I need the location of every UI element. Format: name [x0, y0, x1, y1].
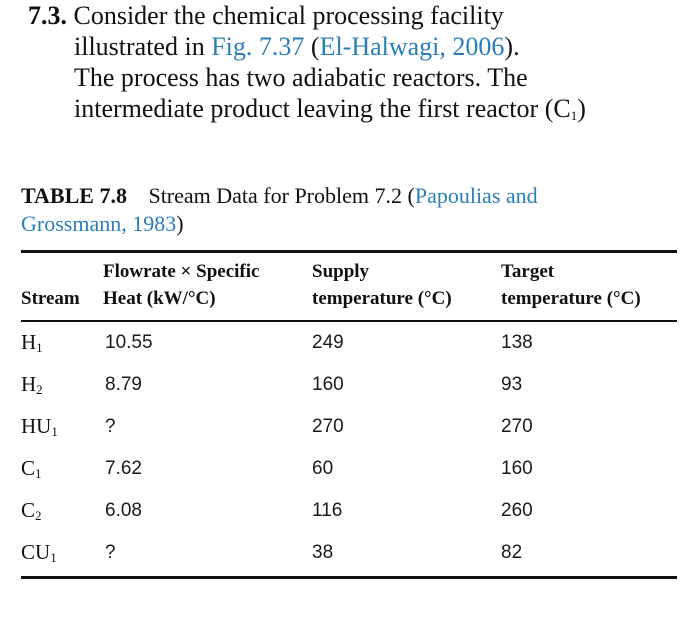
table-cell-flow: ?	[105, 416, 116, 437]
table-cell-target: 138	[501, 332, 533, 353]
table-cell-target: 260	[501, 500, 533, 521]
stream-subscript: 1	[36, 340, 43, 355]
table-row-stream: C1	[21, 456, 42, 486]
caption-ref-link-a[interactable]: Papoulias and	[414, 183, 538, 208]
table-cell-supply: 116	[312, 500, 343, 521]
table-bottom-rule	[21, 576, 677, 579]
table-cell-flow: 7.62	[105, 458, 142, 479]
stream-subscript: 1	[51, 424, 58, 439]
stream-name: HU	[21, 414, 52, 438]
problem-line-3: The process has two adiabatic reactors. …	[74, 63, 528, 92]
problem-line-1: 7.3. Consider the chemical processing fa…	[28, 0, 688, 31]
table-row-stream: C2	[21, 498, 42, 528]
problem-text-4: intermediate product leaving the first r…	[74, 94, 571, 123]
paren-open: (	[304, 32, 320, 61]
stream-name: CU	[21, 540, 51, 564]
table-cell-flow: 10.55	[105, 332, 153, 353]
table-cell-target: 93	[501, 374, 523, 395]
stream-name: C	[21, 498, 36, 522]
problem-text-2: illustrated in	[74, 32, 212, 61]
reference-link[interactable]: El-Halwagi, 2006	[319, 32, 505, 61]
table-row-stream: HU1	[21, 414, 58, 444]
table-row-stream: H2	[21, 372, 43, 402]
table-caption-text: Stream Data for Problem 7.2 (	[148, 183, 415, 208]
header-target-line2: temperature (°C)	[501, 288, 641, 309]
table-label: TABLE 7.8	[21, 183, 127, 208]
header-flow-line1: Flowrate × Specific	[103, 261, 260, 282]
problem-subscript: 1	[570, 108, 578, 123]
stream-subscript: 1	[50, 550, 57, 565]
figure-link[interactable]: Fig. 7.37	[211, 32, 305, 61]
stream-subscript: 2	[36, 382, 43, 397]
table-top-rule	[21, 250, 677, 253]
table-cell-supply: 60	[312, 458, 334, 479]
problem-line-4: intermediate product leaving the first r…	[28, 93, 688, 131]
problem-number: 7.3.	[28, 1, 67, 30]
table-cell-flow: 6.08	[105, 500, 142, 521]
problem-text-1: Consider the chemical processing facilit…	[73, 1, 504, 30]
table-cell-target: 270	[501, 416, 533, 437]
table-cell-supply: 38	[312, 542, 334, 563]
table-header-rule	[21, 320, 677, 322]
stream-subscript: 1	[35, 466, 42, 481]
table-cell-supply: 160	[312, 374, 344, 395]
table-caption: TABLE 7.8 Stream Data for Problem 7.2 (P…	[21, 182, 681, 238]
table-cell-flow: 8.79	[105, 374, 142, 395]
stream-name: H	[21, 372, 37, 396]
table-cell-target: 82	[501, 542, 523, 563]
paren-close: ).	[504, 32, 520, 61]
header-supply-line2: temperature (°C)	[312, 288, 452, 309]
stream-name: C	[21, 456, 36, 480]
header-stream: Stream	[21, 288, 80, 309]
problem-statement: 7.3. Consider the chemical processing fa…	[28, 0, 688, 131]
table-cell-target: 160	[501, 458, 533, 479]
table-row-stream: CU1	[21, 540, 57, 570]
table-row-stream: H1	[21, 330, 43, 360]
problem-line-2: illustrated in Fig. 7.37 (El-Halwagi, 20…	[28, 31, 688, 62]
stream-name: H	[21, 330, 37, 354]
caption-ref-link-b[interactable]: Grossmann, 1983	[21, 211, 177, 236]
table-cell-flow: ?	[105, 542, 116, 563]
stream-subscript: 2	[35, 508, 42, 523]
table-cell-supply: 249	[312, 332, 344, 353]
table-cell-supply: 270	[312, 416, 344, 437]
header-flow-line2: Heat (kW/°C)	[103, 288, 216, 309]
caption-close: )	[176, 211, 184, 236]
problem-text-4-end: )	[577, 94, 586, 123]
header-target-line1: Target	[501, 261, 555, 282]
header-supply-line1: Supply	[312, 261, 370, 282]
